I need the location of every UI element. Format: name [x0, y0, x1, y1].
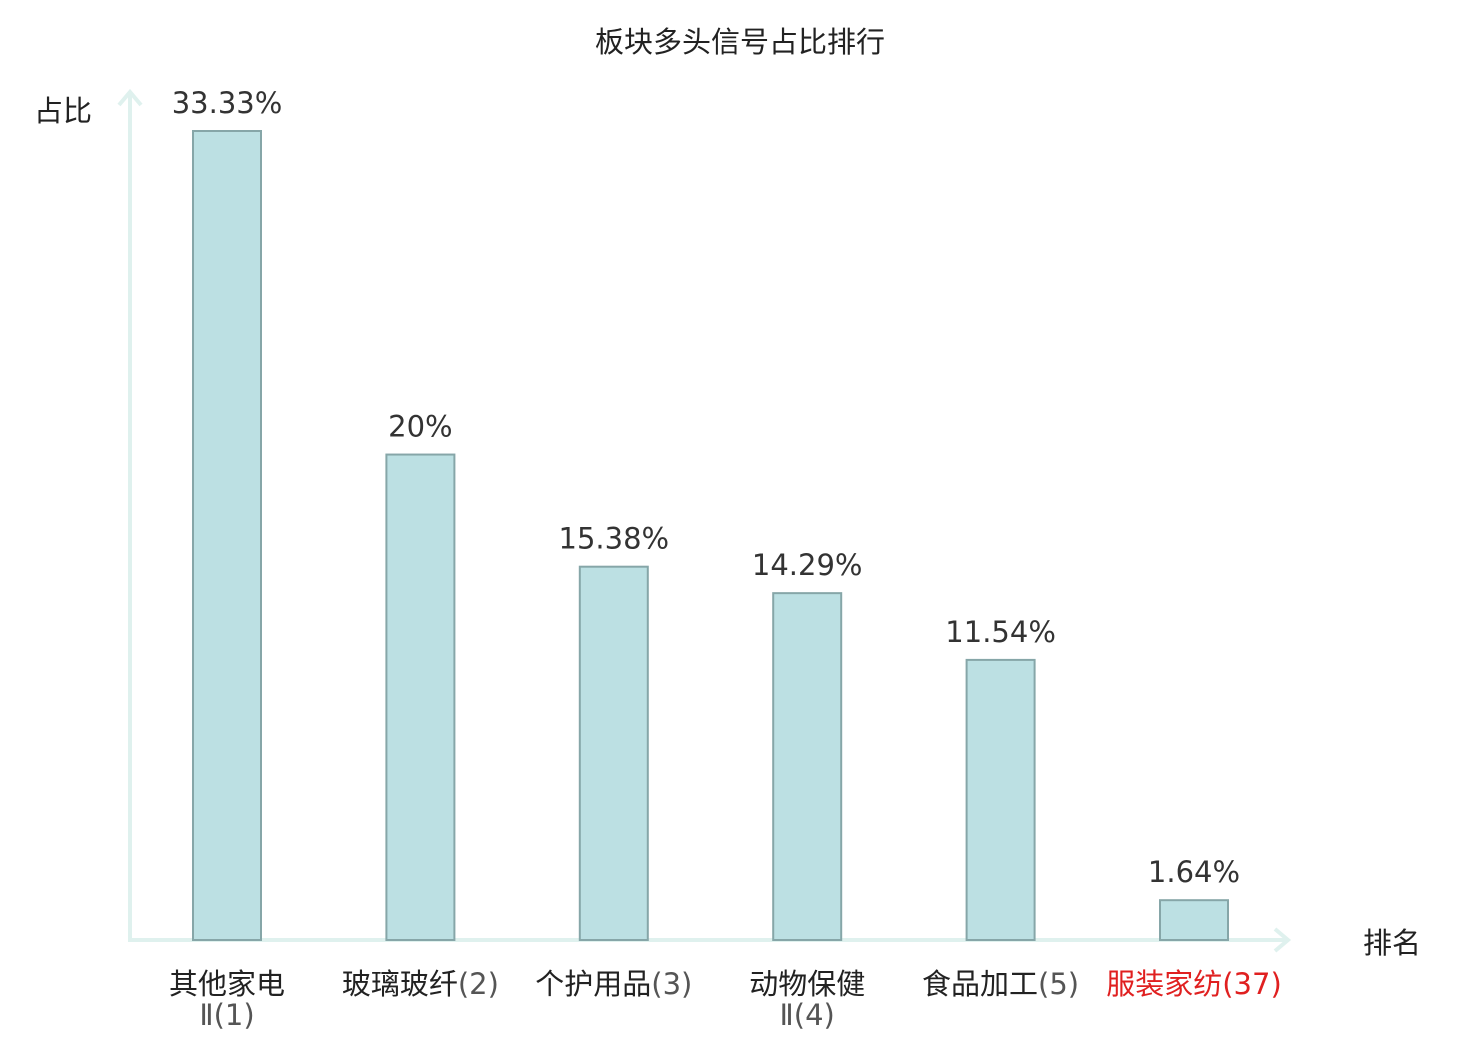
value-label-1: 33.33% [172, 86, 283, 120]
x-tick-label-1: 其他家电 [169, 967, 285, 1001]
y-axis-label: 占比 [34, 94, 92, 128]
x-axis [128, 927, 1292, 953]
y-axis [117, 88, 143, 940]
bar-4 [772, 592, 843, 942]
x-tick-label-2: 玻璃玻纤(2) [342, 967, 499, 1001]
value-label-6: 1.64% [1148, 855, 1240, 889]
bar-5 [965, 658, 1036, 941]
x-tick-label-4: 动物保健 [749, 967, 865, 1001]
chart-title: 板块多头信号占比排行 [595, 25, 885, 59]
value-label-5: 11.54% [945, 615, 1056, 649]
x-tick-label-3: 个护用品(3) [535, 967, 692, 1001]
value-label-2: 20% [388, 410, 452, 444]
x-tick-label-line2-4: Ⅱ(4) [780, 998, 835, 1032]
value-labels-group: 33.33% 20% 15.38% 14.29% 11.54% 1.64% [172, 86, 1240, 889]
bar-3 [578, 565, 649, 941]
x-tick-label-line2-1: Ⅱ(1) [199, 998, 254, 1032]
bar-6 [1159, 899, 1229, 942]
x-tick-label-6: 服装家纺(37) [1106, 967, 1282, 1001]
value-label-4: 14.29% [752, 548, 863, 582]
bars-group [192, 130, 1229, 942]
value-label-3: 15.38% [559, 522, 670, 556]
x-tick-label-5: 食品加工(5) [922, 967, 1079, 1001]
bar-1 [192, 130, 262, 941]
x-axis-label: 排名 [1363, 926, 1421, 960]
bar-2 [385, 453, 456, 941]
